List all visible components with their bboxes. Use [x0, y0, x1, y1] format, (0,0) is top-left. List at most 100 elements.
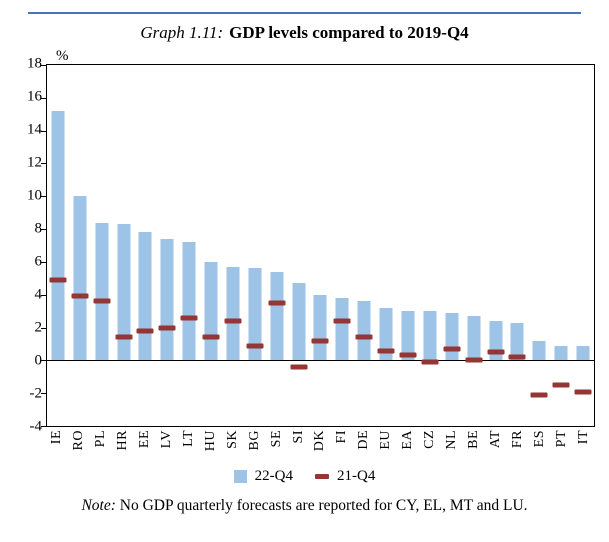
- bar-22q4: [270, 271, 284, 361]
- x-tick-label-text: IE: [48, 430, 64, 445]
- x-tick-label-text: SK: [224, 430, 240, 449]
- x-tick-label: DE: [353, 430, 375, 468]
- category-cell: [310, 65, 332, 426]
- bar-22q4: [554, 345, 568, 361]
- bar-22q4: [117, 224, 131, 361]
- x-tick-label-text: BG: [246, 430, 262, 451]
- y-tick-label: 6: [34, 253, 43, 270]
- x-tick-label-text: SI: [290, 430, 306, 444]
- legend: 22-Q4 21-Q4: [0, 468, 609, 485]
- category-cell: [485, 65, 507, 426]
- marker-21q4: [268, 300, 286, 306]
- category-cell: [156, 65, 178, 426]
- x-tick-label: SK: [222, 430, 244, 468]
- y-tick-label: -4: [29, 418, 43, 435]
- category-cell: [331, 65, 353, 426]
- y-tick-mark: [41, 294, 47, 296]
- bar-22q4: [357, 301, 371, 361]
- x-tick-label: SI: [288, 430, 310, 468]
- note-label: Note:: [81, 497, 116, 514]
- legend-bar-swatch: [233, 470, 247, 483]
- marker-21q4: [355, 334, 373, 340]
- x-tick-label: PL: [90, 430, 112, 468]
- marker-21q4: [333, 318, 351, 324]
- legend-dash-label: 21-Q4: [337, 468, 376, 484]
- x-tick-label-text: HU: [202, 430, 218, 452]
- y-axis-unit-label: %: [56, 48, 69, 64]
- note-text: No GDP quarterly forecasts are reported …: [115, 497, 528, 514]
- zero-line: [47, 360, 594, 362]
- x-tick-label: EU: [375, 430, 397, 468]
- x-tick-label: BG: [244, 430, 266, 468]
- bar-22q4: [138, 232, 152, 361]
- x-tick-label-text: SE: [268, 430, 284, 448]
- x-tick-label: CZ: [419, 430, 441, 468]
- y-tick-mark: [41, 360, 47, 362]
- y-tick-label: 12: [27, 154, 42, 171]
- marker-21q4: [246, 343, 264, 349]
- category-cell: [353, 65, 375, 426]
- x-tick-label: SE: [266, 430, 288, 468]
- y-tick-mark: [41, 65, 47, 66]
- x-tick-label: HR: [112, 430, 134, 468]
- bar-22q4: [445, 312, 459, 361]
- x-tick-label: HU: [200, 430, 222, 468]
- marker-21q4: [552, 382, 570, 388]
- chart-title: Graph 1.11: GDP levels compared to 2019-Q…: [0, 22, 609, 44]
- y-tick-label: 8: [34, 220, 43, 237]
- marker-21q4: [224, 318, 242, 324]
- x-tick-label-text: DK: [312, 430, 328, 452]
- bar-22q4: [248, 268, 262, 361]
- legend-bar-label: 22-Q4: [254, 468, 293, 484]
- y-tick-label: 10: [27, 187, 42, 204]
- x-tick-label-text: EA: [400, 430, 416, 450]
- x-tick-label-text: EU: [378, 430, 394, 450]
- marker-21q4: [443, 346, 461, 352]
- x-axis-labels: IE RO PL HR EE LV LT HU SK BG SE SI DK FI DE EU EA CZ NL BE…: [46, 430, 595, 468]
- y-tick-label: 2: [34, 319, 43, 336]
- y-tick-label: -2: [29, 385, 43, 402]
- category-cell: [200, 65, 222, 426]
- x-tick-label: ES: [529, 430, 551, 468]
- bar-22q4: [204, 261, 218, 361]
- category-cell: [419, 65, 441, 426]
- marker-21q4: [71, 293, 89, 299]
- bar-22q4: [292, 283, 306, 361]
- category-cell: [266, 65, 288, 426]
- legend-dash-swatch: [315, 474, 329, 479]
- x-tick-label: LV: [156, 430, 178, 468]
- category-cell: [528, 65, 550, 426]
- x-tick-label-text: LT: [180, 430, 196, 447]
- y-tick-mark: [41, 229, 47, 231]
- marker-21q4: [311, 338, 329, 344]
- marker-21q4: [399, 352, 417, 358]
- y-tick-mark: [41, 130, 47, 132]
- category-cell: [113, 65, 135, 426]
- marker-21q4: [487, 349, 505, 355]
- x-tick-label: LT: [178, 430, 200, 468]
- y-tick-mark: [41, 196, 47, 198]
- x-tick-label: FI: [331, 430, 353, 468]
- marker-21q4: [465, 357, 483, 363]
- marker-21q4: [530, 392, 548, 398]
- bar-22q4: [576, 345, 590, 361]
- x-tick-label: IE: [46, 430, 68, 468]
- plot-area: [41, 64, 595, 427]
- x-tick-label: FR: [507, 430, 529, 468]
- y-tick-mark: [41, 393, 47, 395]
- x-tick-label: BE: [463, 430, 485, 468]
- bar-22q4: [510, 322, 524, 361]
- category-cell: [135, 65, 157, 426]
- x-tick-label-text: FR: [510, 430, 526, 449]
- x-tick-label-text: FI: [334, 430, 350, 444]
- x-tick-label-text: PL: [92, 430, 108, 448]
- bar-22q4: [313, 294, 327, 361]
- category-cell: [222, 65, 244, 426]
- bar-22q4: [423, 311, 437, 361]
- x-tick-label: AT: [485, 430, 507, 468]
- category-cell: [572, 65, 594, 426]
- category-cell: [91, 65, 113, 426]
- marker-21q4: [158, 325, 176, 331]
- x-tick-label: DK: [310, 430, 332, 468]
